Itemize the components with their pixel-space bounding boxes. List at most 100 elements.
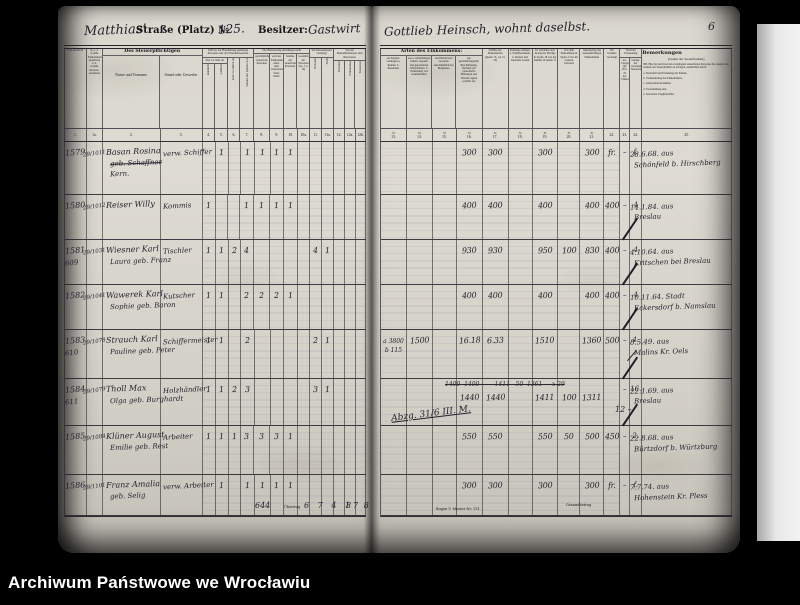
right-column-numbers: ℳ 13. ℳ 14. ℳ 15. ℳ 16. ℳ 17. ℳ 18. ℳ 19. ℳ 20. … (380, 128, 732, 142)
cell-e21: 300 (580, 475, 605, 515)
cell-f10: 1 (284, 475, 299, 515)
cell-fest-mark-2: f. (630, 475, 643, 515)
right-total-label: Gesamtbetrag (566, 503, 592, 507)
cell-e17: 400 (482, 195, 509, 239)
col-header-15: aus Handel und Gewerbe einschließlich de… (432, 56, 457, 128)
cell-e13 (381, 142, 407, 194)
cell-f10 (284, 379, 299, 425)
register-left-page: Matthias’ Straße (Platz) № 125. Besitzer… (58, 6, 422, 553)
cell-e18 (508, 142, 533, 194)
cell-e16: 1440 (456, 379, 483, 425)
cell-name: Franz Amalia geb. Selig (103, 475, 161, 515)
cell-12a (345, 330, 357, 378)
cell-e13 (381, 379, 407, 425)
cell-bemerkung: 22.1.69. aus Breslau (630, 379, 733, 425)
cell-f10a (298, 330, 311, 378)
table-row-left: 1584 611 29/1079 Tholl Max Olga geb. Burg… (64, 379, 366, 426)
group-steuerfrei: Der Besteuerung unterliegen nicht gewöhn… (254, 48, 311, 128)
cell-k11a (322, 475, 335, 515)
cell-p4: 1 (202, 379, 216, 425)
col-header-laufende-nr: Lau-fende № (65, 48, 87, 128)
cell-f9 (270, 379, 285, 425)
cell-e19: 950 (532, 240, 559, 284)
cell-e15 (432, 379, 457, 425)
cell-f9: 2 (270, 285, 285, 329)
cell-fest-mark-2: 4 (630, 285, 643, 329)
cell-e22: 400 (604, 195, 621, 239)
table-row-left: 1580 29/1012 Reiser Willy Kommis (65, 195, 366, 240)
table-row-right: 1440 1440 1411 100 1311 – 16. 22.1.69. a… (381, 379, 733, 426)
cell-e13 (381, 285, 407, 329)
cell-e20: 50 (558, 426, 581, 474)
cell-12 (334, 475, 346, 515)
group-steuerpflichtiger: Des Steuerpflichtigen Name und Vorname S… (102, 48, 203, 128)
cell-e20: 100 (558, 240, 581, 284)
cell-e16: 400 (456, 285, 483, 329)
cell-p7: 2 (240, 285, 255, 329)
cell-e13: a 3800 b 115 (381, 330, 407, 378)
cell-fest-mark-2: 4 (630, 195, 643, 239)
cell-laufende-nr: 1579 (65, 142, 87, 194)
cell-p7: 2 (240, 330, 255, 378)
cell-12b (356, 285, 366, 329)
table-row-right: 300 300 300 300 fr. – f. 28.6.68. aus Sc… (381, 142, 732, 195)
cell-e14 (406, 285, 433, 329)
cell-e20 (558, 142, 581, 194)
col-header-20: Von dem Einkommen in Spalte 13 ist im Ga… (558, 48, 581, 128)
col-header-10a: Gesamtzahl der Personen (Sp. 7 u. 10) (298, 55, 309, 72)
col-header-22: Im Vorjahre veranlagt (604, 48, 621, 128)
street-label: Straße (Platz) № (136, 25, 229, 36)
cell-f8 (254, 379, 271, 425)
col-header-12a: Einkommen (345, 60, 356, 128)
cell-e21: 1311 (580, 379, 605, 425)
cell-e14 (406, 379, 433, 425)
cell-f8 (254, 330, 271, 378)
cell-k11 (310, 426, 323, 474)
cell-f10: 1 (284, 426, 299, 474)
cell-p4: 1 (202, 426, 216, 474)
cell-stand: verw. Schiffer (161, 142, 212, 194)
cell-fest-mark-2: 2. (630, 426, 643, 474)
cell-p6: 2 (228, 240, 241, 284)
cell-p6 (228, 195, 241, 239)
cell-e22: 500 (604, 330, 621, 378)
group-ueber-14: über 14 Jahre alt männlich weiblich (202, 57, 228, 128)
right-table-header: Arten des Einkommens: aus Kapital-vermög… (380, 48, 732, 128)
cell-laufende-nr: 1580 (65, 195, 87, 239)
cell-k11: 4 (310, 240, 323, 284)
col-header-bemerkungen: Bemerkungen (Grund der Steuerfreiheit). … (642, 48, 732, 128)
cell-f10a (298, 426, 311, 474)
cell-12b (356, 426, 366, 474)
cell-laufende-nr: 1584 611 (64, 379, 87, 425)
cell-name: Tholl Max Olga geb. Burghardt (103, 379, 183, 425)
cell-vorjahr-nr: 29/1031 (83, 240, 106, 284)
form-imprint: Bogen V. Muster Nr. 131. (436, 507, 481, 511)
table-row-right: 930 930 950 100 830 400 – 4 4.10.64. aus… (381, 240, 732, 285)
cell-e21: 1360 (580, 330, 605, 378)
title-rule (64, 45, 366, 49)
cell-p4 (202, 142, 216, 194)
cell-f9: 1 (270, 142, 285, 194)
cell-fest-mark-1: – (620, 379, 631, 425)
cell-12b (356, 330, 366, 378)
cell-laufende-nr: 1585 (65, 426, 87, 474)
cell-f8: 1 (254, 475, 271, 515)
cell-vorjahr-nr: 29/1079 (83, 379, 106, 425)
cell-f8: 2 (254, 285, 271, 329)
cell-12b (356, 195, 366, 239)
cell-name: Reiser Willy (103, 195, 161, 239)
cell-fest-mark-2: f. (630, 142, 643, 194)
cell-e16: 400 (456, 195, 483, 239)
cell-e18 (508, 426, 533, 474)
cell-p6 (228, 285, 241, 329)
cell-fest-mark-2: 4 (630, 240, 643, 284)
cell-e22: 450 (604, 426, 621, 474)
cell-stand: Schiffermeister (161, 330, 218, 378)
cell-f10a (298, 142, 311, 194)
cell-12 (334, 330, 346, 378)
cell-f9: 3 (270, 426, 285, 474)
cell-bemerkung: 28.6.68. aus Schönfeld b. Hirschberg (630, 142, 732, 194)
cell-k11a (322, 142, 335, 194)
cell-p6: 2 (228, 379, 241, 425)
cell-vorjahr-nr: 29/1012 (83, 195, 106, 239)
